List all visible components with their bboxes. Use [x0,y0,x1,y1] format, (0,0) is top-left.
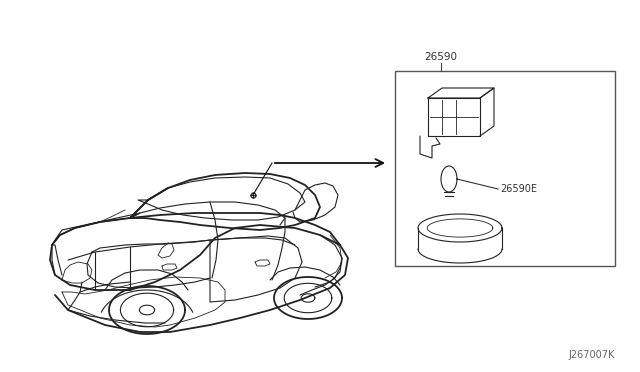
Text: 26590E: 26590E [500,184,537,194]
Bar [395,71,615,266]
Text: J267007K: J267007K [568,350,615,360]
Text: 26590: 26590 [424,52,458,62]
